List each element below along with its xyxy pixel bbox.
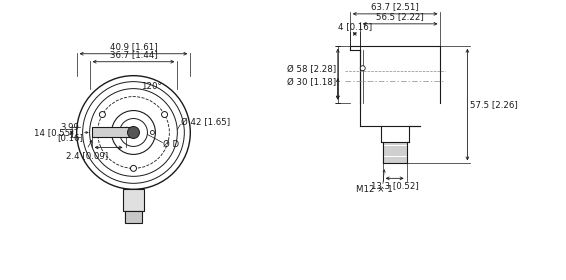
Text: 4 [0.16]: 4 [0.16] — [338, 22, 372, 31]
Circle shape — [161, 111, 168, 118]
Circle shape — [100, 111, 105, 118]
Text: 57.5 [2.26]: 57.5 [2.26] — [470, 100, 518, 109]
Text: 56.5 [2.22]: 56.5 [2.22] — [376, 12, 424, 21]
Text: M12 × 1: M12 × 1 — [357, 185, 393, 194]
Text: Ø 30 [1.18]: Ø 30 [1.18] — [287, 78, 336, 87]
Bar — [125, 211, 143, 223]
Text: 40.9 [1.61]: 40.9 [1.61] — [110, 42, 157, 51]
Text: 13.3 [0.52]: 13.3 [0.52] — [371, 181, 418, 190]
Text: Ø D: Ø D — [164, 140, 179, 149]
Text: 36.7 [1.44]: 36.7 [1.44] — [110, 50, 157, 59]
Text: [0.16]: [0.16] — [57, 133, 83, 142]
Text: Ø 58 [2.28]: Ø 58 [2.28] — [287, 65, 336, 74]
Circle shape — [131, 165, 136, 171]
Circle shape — [151, 130, 155, 134]
Text: 63.7 [2.51]: 63.7 [2.51] — [371, 3, 419, 11]
Text: 120°: 120° — [142, 82, 162, 91]
Bar — [122, 189, 144, 211]
Text: 2.4 [0.09]: 2.4 [0.09] — [66, 151, 108, 160]
Circle shape — [127, 127, 139, 139]
Circle shape — [360, 66, 365, 71]
Bar — [92, 127, 134, 137]
Text: Ø 42 [1.65]: Ø 42 [1.65] — [181, 118, 230, 127]
Text: 3.99: 3.99 — [60, 123, 79, 132]
Text: 14 [0.55]: 14 [0.55] — [34, 128, 74, 137]
